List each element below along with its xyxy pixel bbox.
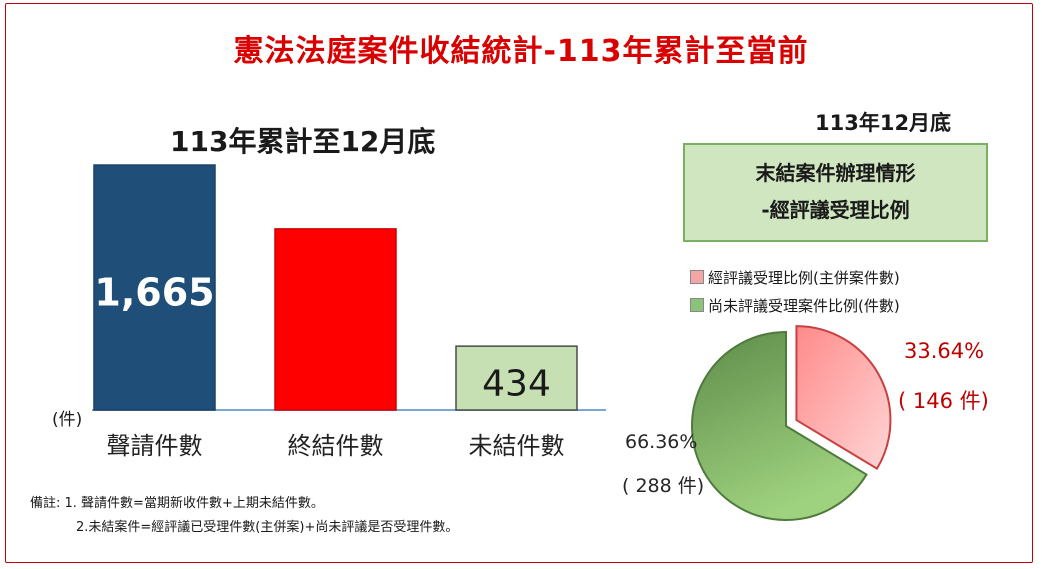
- bar-chart-title: 113年累計至12月底: [170, 125, 436, 158]
- category-label-pending: 未結件數: [469, 432, 565, 460]
- notes: 備註: 1. 聲請件數=當期新收件數+上期未結件數。 2.未結案件=經評議已受理…: [30, 492, 458, 540]
- pie-title-box: 末結案件辦理情形 -經評議受理比例: [683, 143, 988, 242]
- pie-slice2-count: ( 288 件): [622, 475, 705, 497]
- bar-value-label-applications: 1,665: [94, 270, 214, 314]
- pie-legend: 經評議受理比例(主併案件數) 尚未評議受理案件比例(件數): [690, 263, 900, 319]
- pie-slice1-pct: 33.64%: [904, 339, 985, 363]
- bar-applications: [93, 164, 216, 411]
- slide-frame: [5, 3, 1033, 563]
- pie-slice-pending: [691, 330, 868, 521]
- bar-pending: [455, 345, 578, 411]
- pie-title-line-2: -經評議受理比例: [761, 198, 910, 222]
- note-line-2: 2.未結案件=經評議已受理件數(主併案)+尚未評議是否受理件數。: [76, 520, 459, 535]
- pie-slice-accepted: [795, 325, 892, 471]
- pie-title-line-1: 末結案件辦理情形: [755, 161, 916, 185]
- legend-swatch-pending: [690, 298, 704, 312]
- pie-slice1-count: ( 146 件): [898, 389, 989, 413]
- pie-slice2-pct: 66.36%: [625, 431, 698, 453]
- unit-label: (件): [52, 410, 83, 430]
- main-title: 憲法法庭案件收結統計-113年累計至當前: [233, 34, 809, 69]
- bar-value-label-closed: 1,231: [275, 368, 395, 412]
- note-line-1: 備註: 1. 聲請件數=當期新收件數+上期未結件數。: [30, 496, 324, 511]
- bar-value-label-pending: 434: [482, 364, 551, 405]
- category-label-applications: 聲請件數: [107, 432, 203, 460]
- pie-date-label: 113年12月底: [815, 111, 952, 135]
- legend-label-accepted: 經評議受理比例(主併案件數): [708, 268, 900, 287]
- bar-closed: [274, 228, 397, 411]
- legend-item-pending: 尚未評議受理案件比例(件數): [690, 291, 900, 319]
- legend-label-pending: 尚未評議受理案件比例(件數): [708, 296, 900, 315]
- category-label-closed: 終結件數: [288, 432, 384, 460]
- legend-item-accepted: 經評議受理比例(主併案件數): [690, 263, 900, 291]
- legend-swatch-accepted: [690, 270, 704, 284]
